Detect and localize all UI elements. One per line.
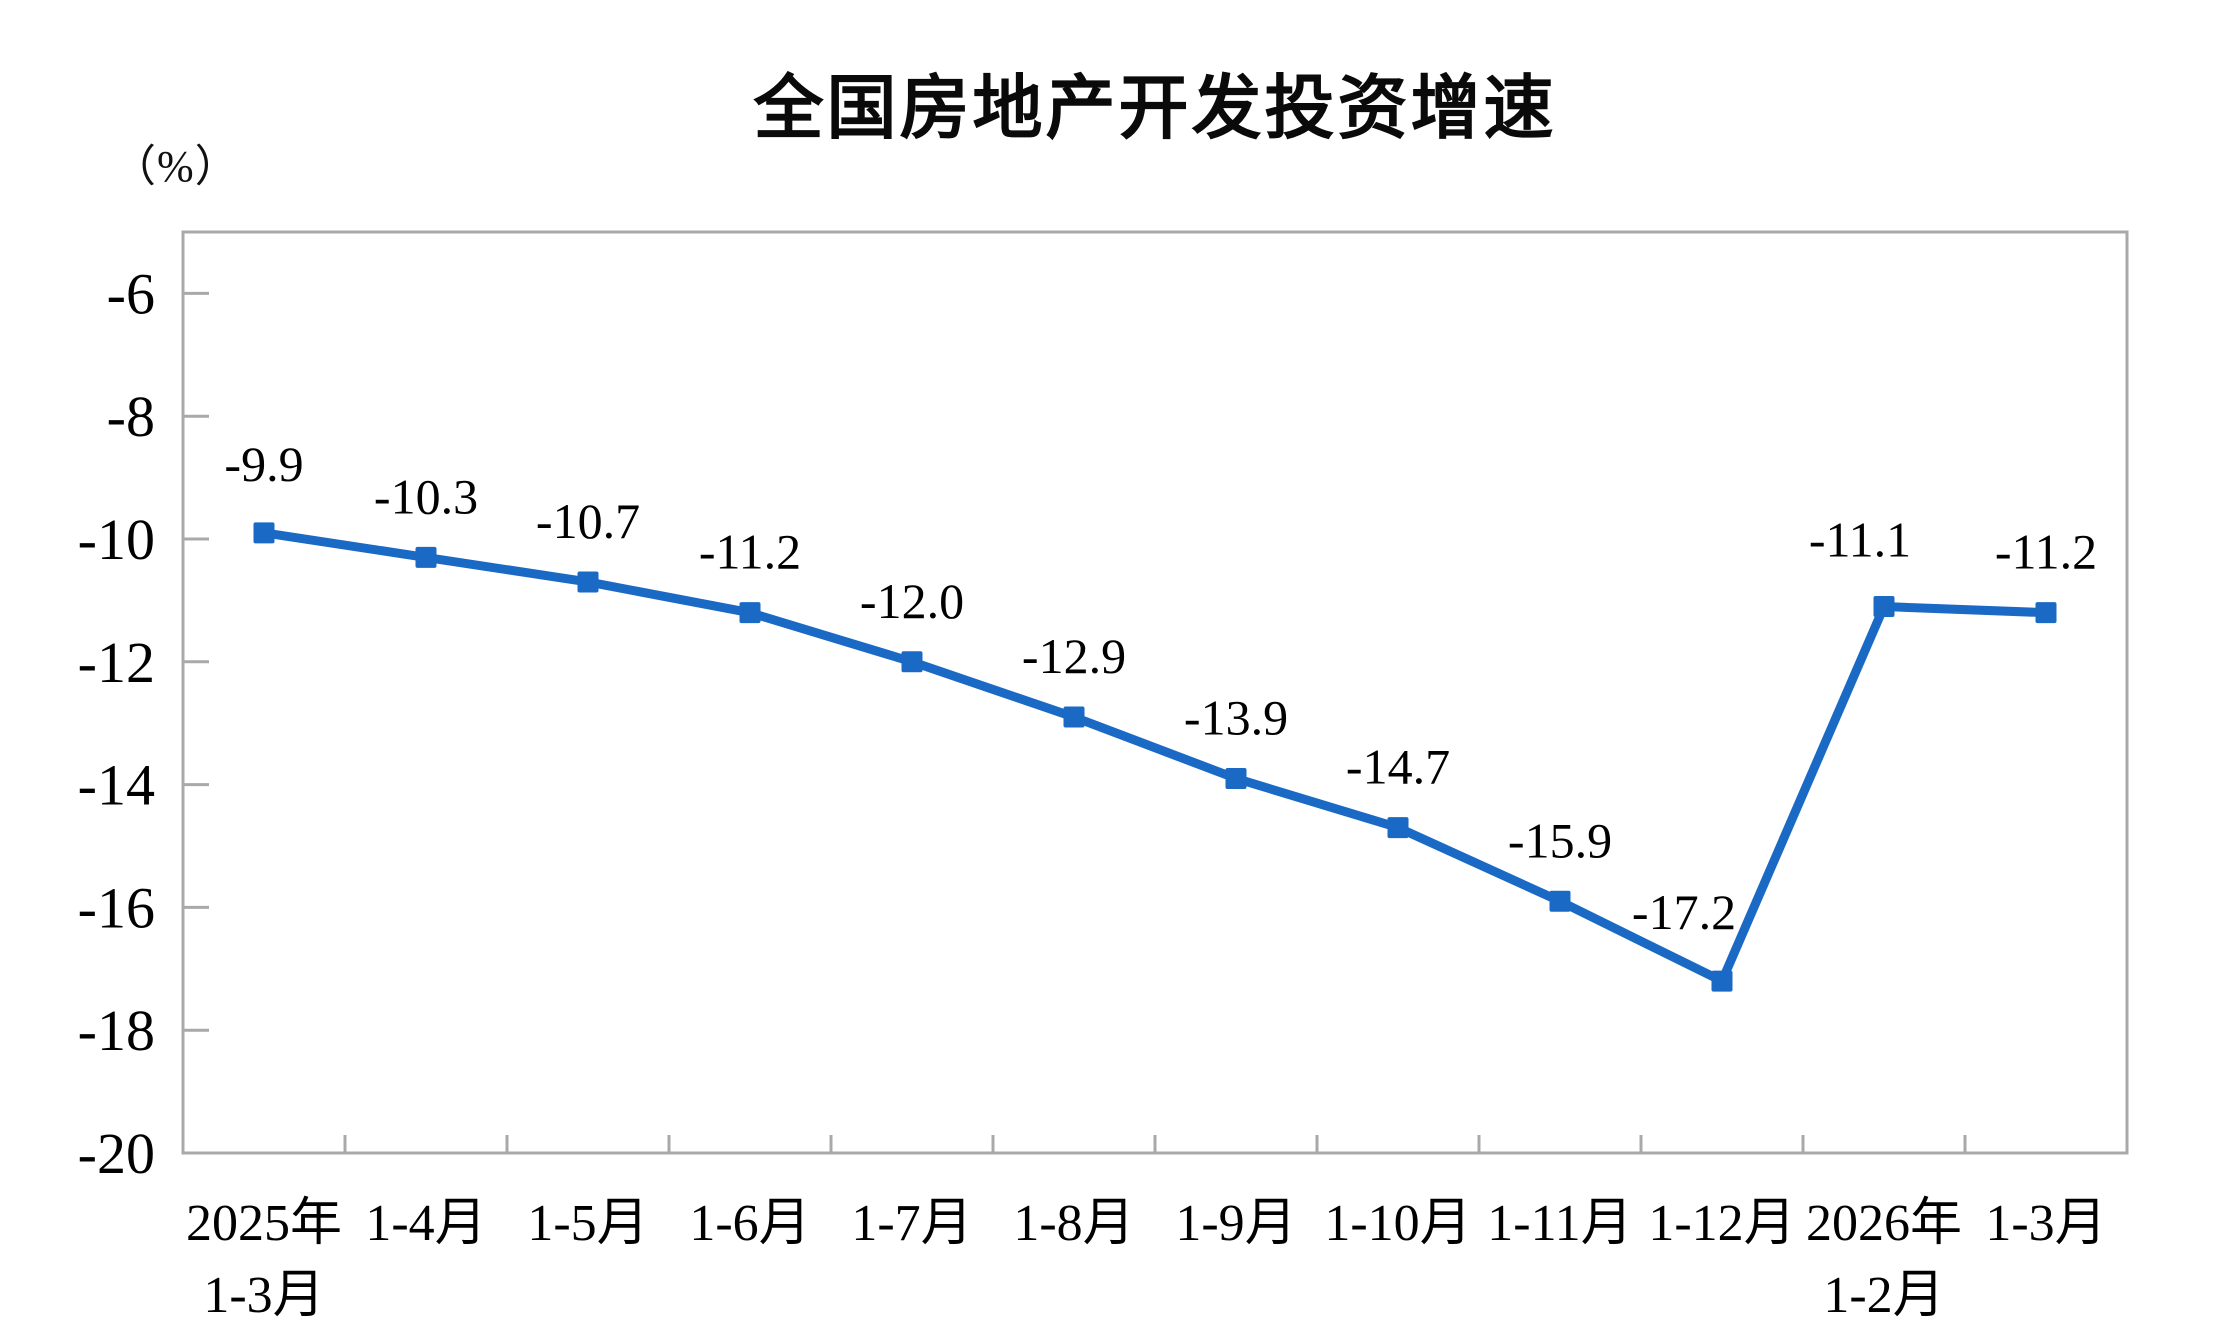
x-axis-tick-label: 1-4月 (365, 1195, 486, 1252)
x-axis-tick-label: 1-5月 (527, 1195, 648, 1252)
y-axis-tick-label: -12 (78, 630, 155, 695)
data-point-marker (1387, 817, 1409, 839)
data-point-label: -11.2 (1995, 524, 2097, 580)
data-point-marker (577, 571, 599, 593)
y-axis-tick-label: -6 (107, 261, 155, 326)
y-axis-tick-label: -20 (78, 1121, 155, 1186)
y-axis-unit-label: （%） (112, 142, 240, 191)
data-point-label: -12.9 (1022, 628, 1126, 684)
data-point-marker (253, 522, 275, 544)
x-axis-tick-label: 2025年 1-3月 (186, 1195, 342, 1324)
data-point-label: -17.2 (1632, 884, 1736, 940)
plot-border (181, 230, 2129, 1155)
data-point-marker (1549, 890, 1571, 912)
x-axis-tick-label: 1-7月 (851, 1195, 972, 1252)
data-point-label: -9.9 (224, 436, 303, 492)
data-point-label: -10.3 (374, 468, 478, 524)
series-line (259, 528, 2051, 986)
chart-title: 全国房地产开发投资增速 (753, 67, 1557, 149)
x-axis-tick-label: 1-9月 (1175, 1195, 1296, 1252)
y-axis-tick-label: -8 (107, 384, 155, 449)
data-point-marker (415, 546, 437, 568)
x-axis-tick-label: 1-6月 (689, 1195, 810, 1252)
x-axis-tick-label: 1-8月 (1013, 1195, 1134, 1252)
data-point-label: -15.9 (1508, 812, 1612, 868)
data-point-label: -13.9 (1184, 689, 1288, 745)
data-point-marker (901, 651, 923, 673)
x-axis-tick-label: 1-12月 (1648, 1195, 1795, 1252)
y-axis-tick-label: -10 (78, 507, 155, 572)
x-axis-tick-label: 2026年 1-2月 (1806, 1195, 1962, 1324)
data-point-label: -11.1 (1809, 512, 1911, 568)
data-point-label: -12.0 (860, 573, 964, 629)
x-axis-tick-label: 1-10月 (1324, 1195, 1471, 1252)
y-axis-tick-label: -18 (78, 998, 155, 1063)
y-axis-tick-label: -14 (78, 753, 155, 818)
data-point-label: -10.7 (536, 493, 640, 549)
data-point-marker (1225, 767, 1247, 789)
data-point-marker (2035, 602, 2057, 624)
data-point-marker (1873, 596, 1895, 618)
data-point-label: -11.2 (699, 524, 801, 580)
data-point-label: -14.7 (1346, 739, 1450, 795)
y-axis-tick-label: -16 (78, 875, 155, 940)
data-point-marker (1711, 970, 1733, 992)
data-point-marker (1063, 706, 1085, 728)
data-point-marker (739, 602, 761, 624)
x-axis-tick-label: 1-3月 (1985, 1195, 2106, 1252)
x-axis-tick-label: 1-11月 (1487, 1195, 1632, 1252)
